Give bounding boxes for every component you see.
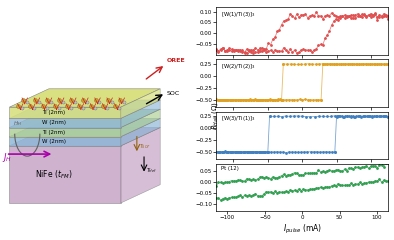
X-axis label: $I_{pulse}$ (mA): $I_{pulse}$ (mA): [282, 223, 322, 236]
Polygon shape: [9, 118, 160, 137]
Text: NiFe ($t_{FM}$): NiFe ($t_{FM}$): [35, 168, 72, 181]
Text: $J_H$: $J_H$: [2, 151, 12, 164]
Polygon shape: [9, 128, 121, 137]
Text: [W(2)/Ti(2)]$_{3}$: [W(2)/Ti(2)]$_{3}$: [221, 62, 256, 71]
Text: $R_{Hall}$ ($\Omega$): $R_{Hall}$ ($\Omega$): [210, 101, 220, 130]
Polygon shape: [9, 109, 160, 128]
Polygon shape: [121, 89, 160, 118]
Polygon shape: [9, 89, 160, 107]
Polygon shape: [121, 128, 160, 203]
Text: Ti (2nm): Ti (2nm): [42, 110, 65, 115]
Text: Pt (12): Pt (12): [221, 166, 239, 171]
Text: W (2nm): W (2nm): [42, 120, 66, 126]
Polygon shape: [9, 118, 121, 128]
Polygon shape: [121, 109, 160, 137]
Polygon shape: [9, 100, 160, 118]
Text: $T_{Hef}$: $T_{Hef}$: [146, 167, 157, 175]
Polygon shape: [121, 100, 160, 128]
Text: W (2nm): W (2nm): [42, 139, 66, 144]
Text: $T_{SOT}$: $T_{SOT}$: [139, 142, 151, 151]
Text: $H_H$: $H_H$: [13, 120, 22, 128]
Text: Ti (2nm): Ti (2nm): [42, 130, 65, 135]
Polygon shape: [9, 137, 121, 146]
Polygon shape: [9, 107, 121, 118]
Text: OREE: OREE: [167, 58, 185, 63]
Polygon shape: [9, 146, 121, 203]
Text: [W(1)/Ti(3)]$_{3}$: [W(1)/Ti(3)]$_{3}$: [221, 10, 256, 18]
Text: [W(3)/Ti(1)]$_{3}$: [W(3)/Ti(1)]$_{3}$: [221, 114, 256, 123]
Polygon shape: [9, 128, 160, 146]
Text: SOC: SOC: [167, 91, 180, 96]
Polygon shape: [121, 118, 160, 146]
